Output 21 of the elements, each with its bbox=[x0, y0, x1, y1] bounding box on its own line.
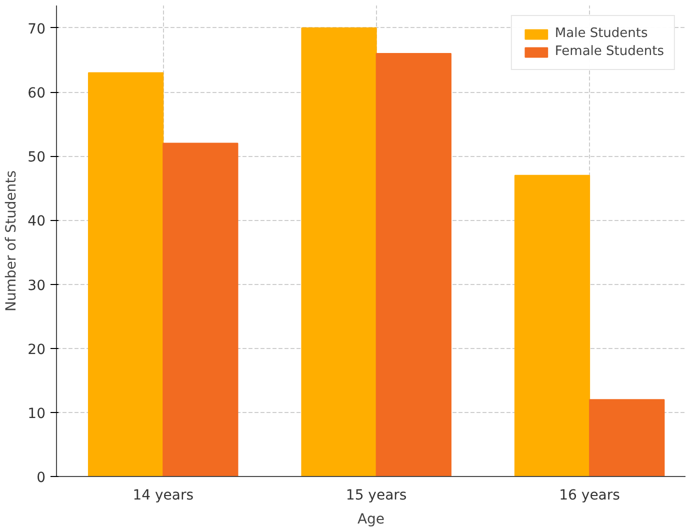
x-tick-label: 16 years bbox=[559, 488, 620, 504]
y-tick-label: 0 bbox=[36, 470, 46, 486]
y-tick-label: 70 bbox=[28, 21, 46, 38]
legend-label: Female Students bbox=[554, 44, 664, 59]
y-tick-label: 40 bbox=[28, 214, 46, 230]
y-tick-label: 20 bbox=[28, 342, 46, 358]
y-tick-label: 10 bbox=[28, 406, 46, 422]
legend-label: Male Students bbox=[554, 26, 648, 41]
bar bbox=[88, 72, 164, 476]
bar bbox=[514, 174, 590, 476]
bar bbox=[301, 27, 377, 476]
bar bbox=[589, 399, 665, 476]
y-tick-label: 30 bbox=[28, 278, 46, 294]
x-tick-label: 15 years bbox=[346, 488, 407, 504]
bar bbox=[376, 53, 452, 476]
y-tick-label: 50 bbox=[28, 150, 46, 166]
x-tick-label: 14 years bbox=[132, 488, 194, 504]
x-axis-title: Age bbox=[357, 512, 385, 528]
y-axis-title: Number of Students bbox=[4, 170, 20, 312]
bar bbox=[162, 142, 238, 476]
y-tick-label: 60 bbox=[28, 86, 46, 102]
